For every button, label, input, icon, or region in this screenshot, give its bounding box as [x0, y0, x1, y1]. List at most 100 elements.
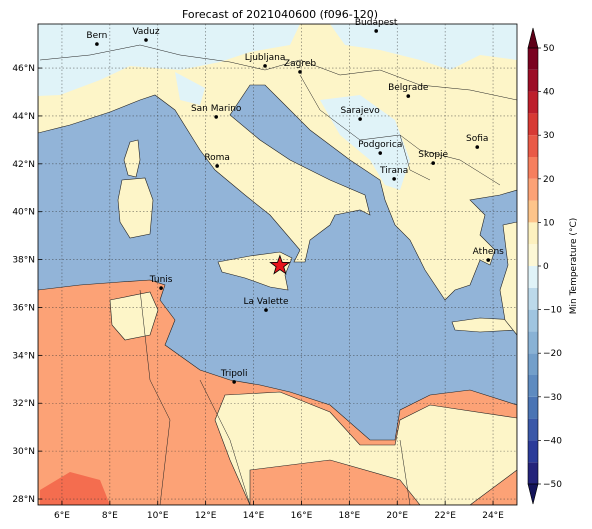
- city-dot: [406, 94, 411, 98]
- libya-warm: [249, 459, 421, 505]
- colorbar-band: [528, 222, 538, 245]
- city-label: Sarajevo: [340, 106, 380, 116]
- y-tick-label: 34°N: [12, 351, 35, 361]
- hot-patch: [40, 472, 110, 505]
- x-tick-label: 14°E: [243, 511, 265, 521]
- alps-cold: [38, 24, 300, 96]
- x-tick-label: 16°E: [291, 511, 313, 521]
- x-tick-label: 20°E: [386, 511, 408, 521]
- colorbar-band: [528, 113, 538, 136]
- x-tick-label: 8°E: [102, 511, 118, 521]
- colorbar-band: [528, 157, 538, 179]
- colorbar-tick-label: −10: [543, 306, 562, 316]
- title: Forecast of 2021040600 (f096-120): [182, 8, 378, 21]
- city-label: Roma: [204, 153, 230, 163]
- city-label: Podgorica: [358, 140, 402, 150]
- x-tick-label: 22°E: [434, 511, 456, 521]
- city-label: Vaduz: [132, 27, 159, 37]
- y-tick-label: 46°N: [12, 64, 35, 74]
- city-dot: [358, 117, 362, 121]
- y-tick-label: 38°N: [12, 256, 35, 266]
- y-tick-label: 40°N: [12, 208, 35, 218]
- city-label: Sofia: [466, 134, 488, 144]
- city-dot: [431, 161, 435, 165]
- city-dot: [298, 70, 302, 74]
- borders: [39, 44, 517, 505]
- colorbar-band: [528, 91, 538, 114]
- colorbar-band: [528, 418, 538, 441]
- city-dot: [95, 42, 99, 46]
- europe: [38, 24, 517, 301]
- city-label: Ljubljana: [245, 53, 286, 63]
- colorbar-band: [528, 200, 538, 223]
- x-tick-label: 18°E: [339, 511, 361, 521]
- city-label: Budapest: [355, 18, 398, 28]
- y-tick-label: 42°N: [12, 160, 35, 170]
- city-label: Tirana: [379, 166, 408, 176]
- city-dot: [232, 380, 236, 384]
- colorbar-label: Min Temperature (°C): [569, 218, 579, 315]
- city-label: Belgrade: [388, 83, 429, 93]
- colorbar-tick-label: −20: [543, 349, 562, 359]
- city-dot: [264, 308, 268, 312]
- map-frame: [37, 23, 518, 506]
- corsica: [123, 139, 141, 178]
- colorbar-tick-label: −50: [543, 480, 562, 490]
- tunisia-cool: [109, 291, 159, 341]
- city-label: San Marino: [191, 104, 242, 114]
- city-dot: [215, 164, 219, 168]
- colorbar-band: [528, 178, 538, 201]
- colorbar-extend-high: [527, 27, 539, 49]
- city-label: Tunis: [149, 275, 173, 285]
- colorbar-tick-label: 50: [543, 44, 555, 54]
- colorbar-band: [528, 462, 538, 484]
- colorbar-band: [528, 287, 538, 310]
- city-dot: [475, 145, 480, 149]
- sicily: [217, 251, 293, 291]
- colorbar-extend-low: [527, 483, 539, 505]
- colorbar-band: [528, 331, 538, 354]
- x-tick-label: 10°E: [147, 511, 169, 521]
- city-dot: [159, 286, 163, 290]
- colorbar-band: [528, 353, 538, 375]
- carpathian-cold: [330, 24, 517, 70]
- city-dot: [144, 38, 148, 42]
- city-dot: [263, 64, 267, 68]
- colorbar-tick-label: −30: [543, 393, 562, 403]
- colorbar-tick-label: 20: [543, 175, 555, 185]
- city-label: La Valette: [244, 297, 289, 307]
- x-tick-label: 12°E: [195, 511, 217, 521]
- colorbar-band: [528, 244, 538, 266]
- city-label: Zagreb: [284, 59, 316, 69]
- city-label: Tripoli: [220, 369, 248, 379]
- y-tick-label: 28°N: [12, 495, 35, 505]
- y-tick-label: 36°N: [12, 303, 35, 313]
- y-tick-label: 44°N: [12, 112, 35, 122]
- y-tick-label: 32°N: [12, 399, 35, 409]
- crete: [451, 317, 517, 333]
- colorbar-tick-label: 0: [543, 262, 549, 272]
- x-tick-label: 6°E: [54, 511, 70, 521]
- colorbar-tick-label: 30: [543, 131, 555, 141]
- marker-star: [269, 254, 291, 275]
- colorbar-band: [528, 266, 538, 288]
- apennine-cold: [175, 72, 205, 105]
- colorbar-tick-label: 40: [543, 88, 555, 98]
- city-label: Bern: [86, 31, 107, 41]
- colorbar-band: [528, 396, 538, 419]
- colorbar-band: [528, 69, 538, 92]
- x-tick-label: 24°E: [482, 511, 504, 521]
- colorbar-band: [528, 48, 538, 70]
- colorbar-tick-label: 10: [543, 218, 555, 228]
- city-dot: [374, 29, 378, 33]
- city-label: Athens: [473, 247, 504, 257]
- y-tick-label: 30°N: [12, 447, 35, 457]
- colorbar-tick-label: −40: [543, 436, 562, 446]
- turkey: [499, 221, 517, 336]
- colorbar-band: [528, 135, 538, 157]
- sardinia: [117, 177, 154, 239]
- city-dot: [378, 151, 383, 155]
- city-dot: [392, 177, 396, 181]
- city-dot: [486, 258, 491, 262]
